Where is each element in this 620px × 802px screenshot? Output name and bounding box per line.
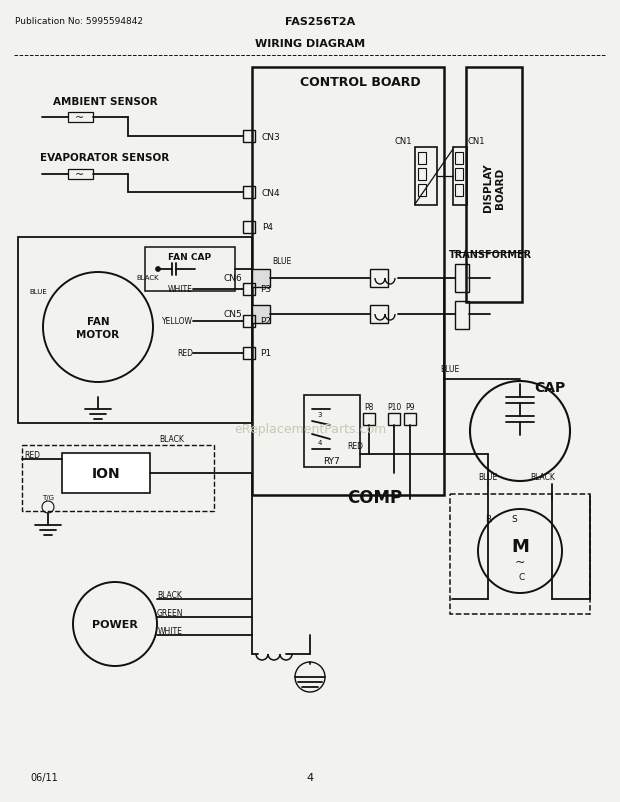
- Text: EVAPORATOR SENSOR: EVAPORATOR SENSOR: [40, 153, 170, 163]
- Bar: [363, 414, 375, 426]
- Text: T/G: T/G: [42, 494, 54, 500]
- Text: CAP: CAP: [534, 380, 565, 395]
- Text: DISPLAY
BOARD: DISPLAY BOARD: [483, 164, 505, 212]
- Bar: [304, 395, 360, 468]
- Text: BLUE: BLUE: [29, 289, 47, 294]
- Bar: [370, 306, 388, 323]
- Text: BLUE: BLUE: [272, 257, 291, 266]
- Text: FAN CAP: FAN CAP: [169, 253, 211, 262]
- Text: P3: P3: [260, 286, 271, 294]
- Bar: [18, 237, 252, 423]
- Text: GREEN: GREEN: [157, 609, 184, 618]
- Text: BLACK: BLACK: [157, 591, 182, 600]
- Bar: [62, 453, 150, 493]
- Text: P2: P2: [260, 317, 271, 326]
- Bar: [243, 284, 255, 296]
- Text: C: C: [519, 573, 525, 581]
- Text: FAS256T2A: FAS256T2A: [285, 17, 355, 27]
- Text: RED: RED: [177, 349, 193, 358]
- Bar: [466, 68, 522, 302]
- Bar: [388, 414, 400, 426]
- Text: P9: P9: [405, 403, 415, 412]
- Bar: [243, 347, 255, 359]
- Text: CN4: CN4: [262, 188, 281, 197]
- Text: BLACK: BLACK: [159, 435, 184, 444]
- Bar: [68, 113, 93, 123]
- Bar: [252, 68, 444, 496]
- Text: ~: ~: [515, 555, 525, 568]
- Bar: [455, 184, 463, 196]
- Bar: [370, 269, 388, 288]
- Bar: [404, 414, 416, 426]
- Text: CN5: CN5: [223, 310, 242, 319]
- Text: 4: 4: [306, 772, 314, 782]
- Text: BLUE: BLUE: [479, 473, 498, 482]
- Bar: [252, 269, 270, 288]
- Bar: [418, 168, 426, 180]
- Bar: [455, 153, 463, 164]
- Bar: [418, 184, 426, 196]
- Bar: [455, 168, 463, 180]
- Text: ~: ~: [76, 113, 84, 123]
- Text: YELLOW: YELLOW: [162, 317, 193, 326]
- Bar: [145, 248, 235, 292]
- Text: 3: 3: [317, 411, 322, 418]
- Circle shape: [156, 267, 161, 272]
- Text: CN6: CN6: [223, 274, 242, 283]
- Bar: [418, 153, 426, 164]
- Text: WIRING DIAGRAM: WIRING DIAGRAM: [255, 39, 365, 49]
- Text: M: M: [511, 537, 529, 555]
- Text: AMBIENT SENSOR: AMBIENT SENSOR: [53, 97, 157, 107]
- Bar: [243, 131, 255, 143]
- Bar: [252, 306, 270, 323]
- Text: WHITE: WHITE: [157, 626, 182, 636]
- Text: POWER: POWER: [92, 619, 138, 630]
- Bar: [22, 445, 214, 512]
- Text: ~: ~: [76, 170, 84, 180]
- Text: CN1: CN1: [394, 137, 412, 146]
- Text: FAN: FAN: [87, 317, 109, 326]
- Text: RY7: RY7: [324, 457, 340, 466]
- Bar: [243, 316, 255, 327]
- Text: S: S: [511, 515, 517, 524]
- Text: R: R: [485, 515, 491, 524]
- Bar: [415, 148, 437, 206]
- Text: Publication No: 5995594842: Publication No: 5995594842: [15, 18, 143, 26]
- Text: CN3: CN3: [262, 132, 281, 141]
- Text: P1: P1: [260, 349, 271, 358]
- Text: 06/11: 06/11: [30, 772, 58, 782]
- Bar: [455, 265, 469, 293]
- Text: COMP: COMP: [347, 488, 402, 506]
- Text: P8: P8: [365, 403, 374, 412]
- Bar: [243, 221, 255, 233]
- Text: TRANSFORMER: TRANSFORMER: [448, 249, 531, 260]
- Text: MOTOR: MOTOR: [76, 330, 120, 339]
- Bar: [453, 148, 467, 206]
- Text: P10: P10: [387, 403, 401, 412]
- Bar: [243, 187, 255, 199]
- Text: CONTROL BOARD: CONTROL BOARD: [299, 75, 420, 88]
- Text: BLACK: BLACK: [136, 274, 159, 281]
- Text: 4: 4: [318, 439, 322, 445]
- Text: eReplacementParts.com: eReplacementParts.com: [234, 423, 386, 436]
- Text: BLACK: BLACK: [531, 473, 556, 482]
- Text: WHITE: WHITE: [168, 286, 193, 294]
- Text: BLUE: BLUE: [440, 365, 459, 374]
- Text: P4: P4: [262, 223, 273, 233]
- Text: ION: ION: [92, 467, 120, 480]
- Text: CN1: CN1: [468, 137, 485, 146]
- Bar: [68, 170, 93, 180]
- Text: RED: RED: [24, 451, 40, 460]
- Bar: [455, 302, 469, 330]
- Bar: [450, 494, 590, 614]
- Text: RED: RED: [347, 442, 363, 451]
